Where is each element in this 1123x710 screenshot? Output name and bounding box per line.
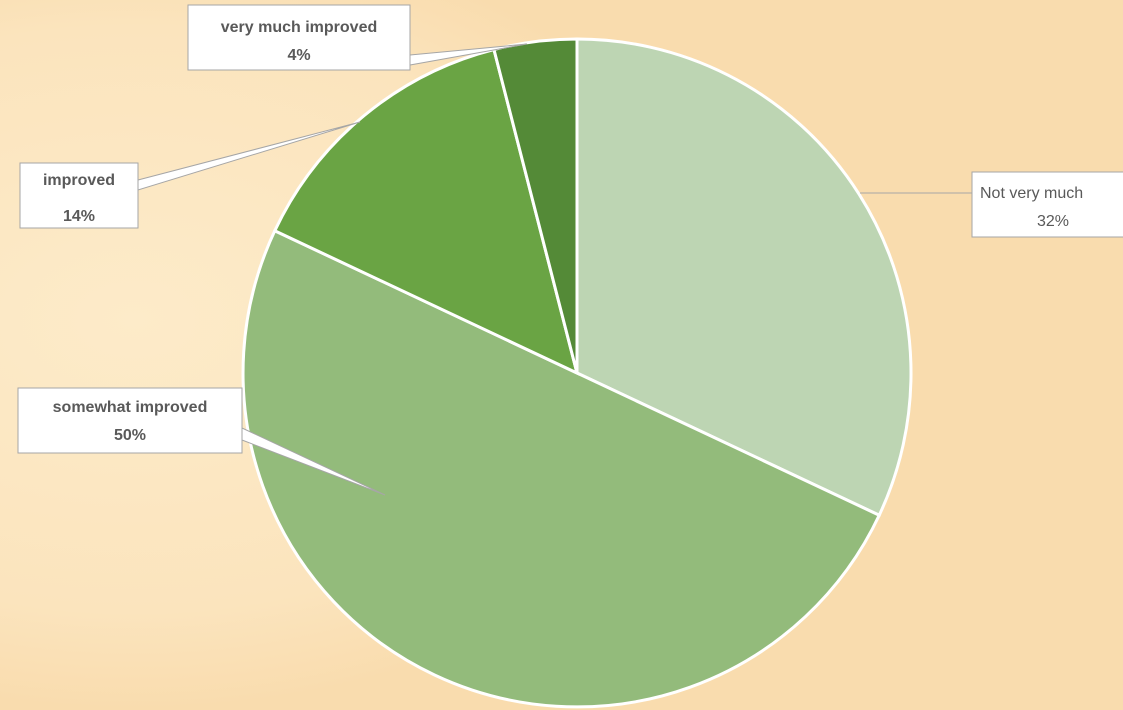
- label-value: 14%: [63, 208, 95, 225]
- label-category: Not very much: [980, 185, 1083, 202]
- pie-slice: [575, 37, 913, 518]
- label-box: [19, 162, 139, 229]
- label-value: 4%: [287, 47, 310, 64]
- label-box: [187, 4, 411, 71]
- label-category: very much improved: [221, 19, 378, 36]
- label-box: [971, 171, 1123, 238]
- label-value: 50%: [114, 427, 146, 444]
- pie-slice: [241, 228, 882, 709]
- label-value: 32%: [1037, 213, 1069, 230]
- label-category: improved: [43, 172, 115, 189]
- label-category: somewhat improved: [53, 399, 208, 416]
- label-box: [17, 387, 243, 454]
- pie-slice: [272, 47, 580, 376]
